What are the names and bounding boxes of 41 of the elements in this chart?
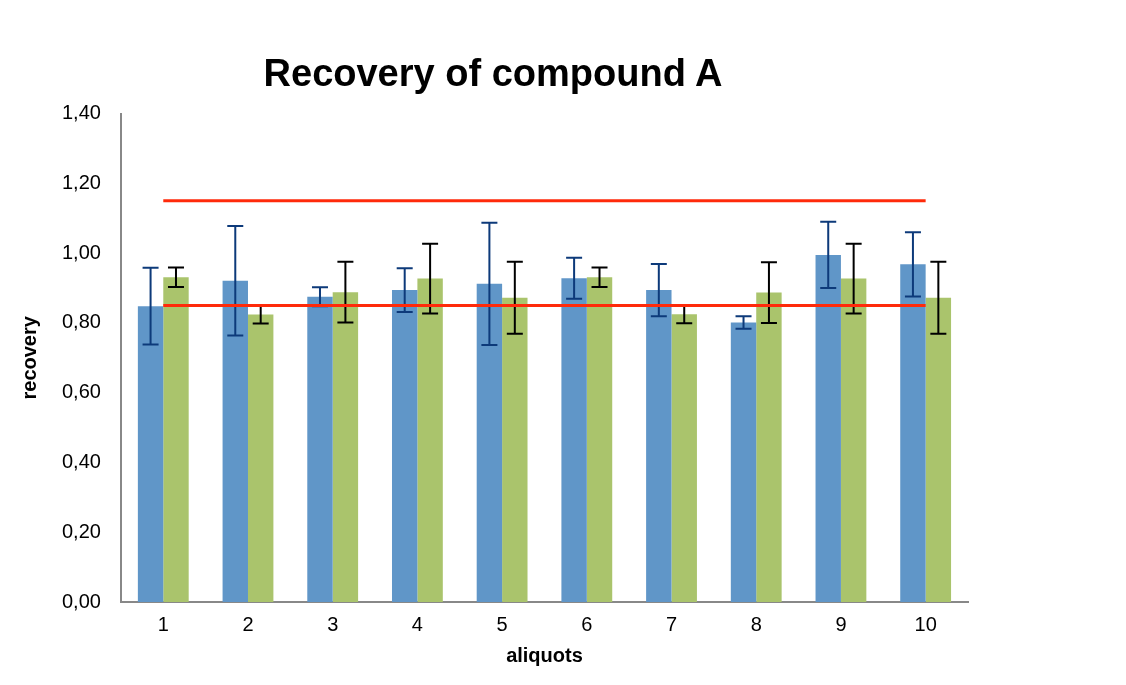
x-tick-label: 8 (750, 612, 762, 635)
bar (417, 278, 443, 602)
chart-title: Recovery of compound A (263, 52, 723, 95)
bar (502, 297, 528, 602)
y-tick-label: 1,40 (61, 101, 101, 124)
x-tick-label: 2 (242, 612, 254, 635)
bar (476, 283, 503, 602)
x-tick-label: 4 (411, 612, 423, 635)
y-tick-label: 0,20 (61, 519, 101, 542)
y-tick-label: 0,00 (61, 589, 101, 612)
x-tick-label: 3 (327, 612, 339, 635)
x-tick-label: 5 (496, 612, 508, 635)
y-tick-label: 0,40 (61, 449, 101, 472)
bar (137, 306, 164, 602)
bar (925, 297, 952, 602)
bar (646, 290, 672, 602)
y-axis-title: recovery (17, 315, 40, 400)
bar (222, 280, 248, 602)
bar (586, 277, 613, 602)
x-tick-label: 1 (157, 612, 169, 635)
bar (756, 292, 782, 602)
bar (247, 314, 274, 602)
bar (730, 322, 757, 602)
bar (391, 290, 418, 602)
x-axis-title: aliquots (506, 643, 583, 666)
bar (163, 277, 189, 602)
x-tick-label: 6 (581, 612, 593, 635)
bar (815, 254, 841, 602)
y-tick-label: 1,20 (61, 170, 101, 193)
bar (900, 264, 926, 602)
bar (307, 296, 333, 602)
bar (671, 314, 697, 602)
x-tick-label: 10 (914, 612, 937, 635)
y-tick-label: 0,60 (61, 380, 101, 403)
x-tick-label: 7 (665, 612, 678, 635)
x-tick-label: 9 (835, 612, 847, 635)
bar (332, 292, 359, 602)
bar (561, 278, 587, 602)
y-tick-label: 0,80 (61, 310, 101, 333)
bar (840, 278, 867, 602)
y-tick-label: 1,00 (61, 240, 101, 263)
